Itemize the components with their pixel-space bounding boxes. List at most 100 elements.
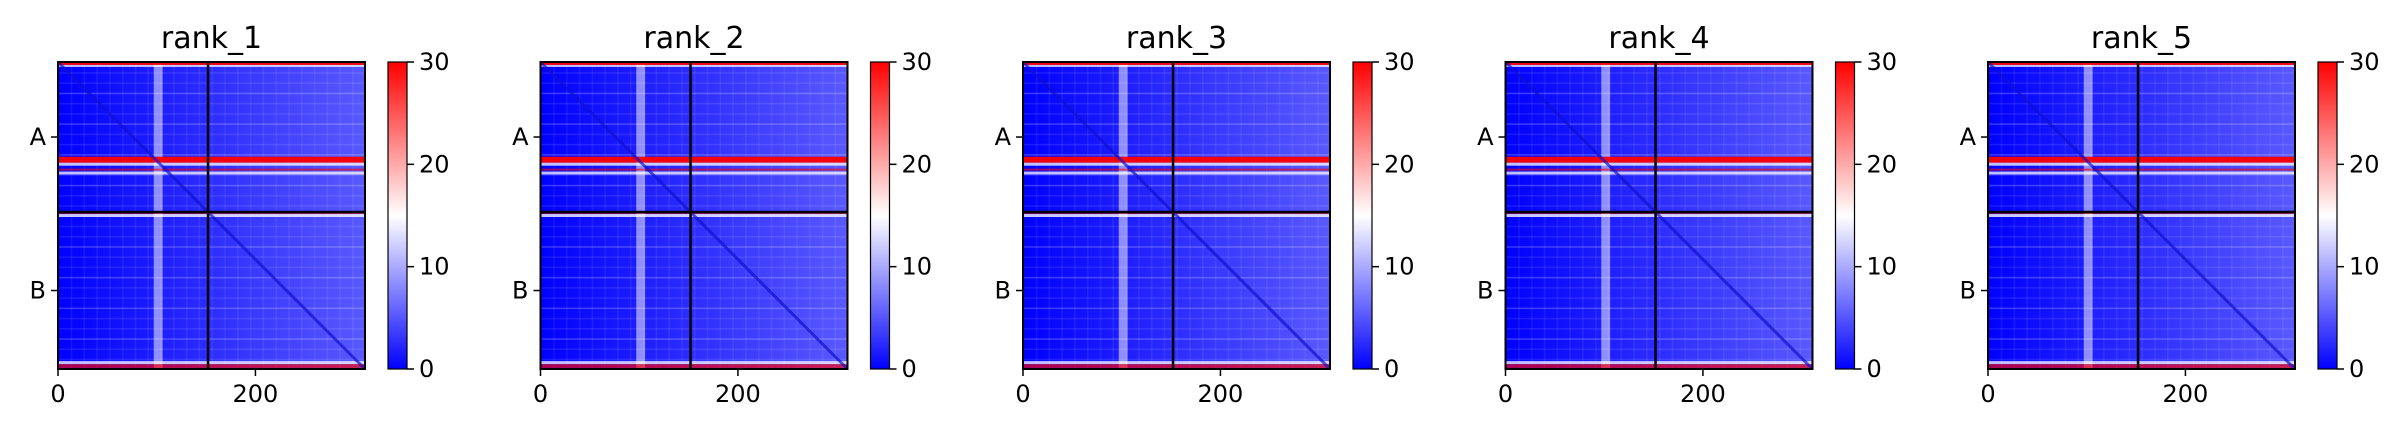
heatmap-high-error-band [540, 364, 848, 369]
heatmap-row-streak [1988, 297, 2295, 299]
heatmap-row-streak [1023, 348, 1330, 351]
heatmap-row-streak [58, 348, 365, 351]
heatmap-row-streak [1023, 276, 1330, 279]
panel-title: rank_1 [161, 21, 262, 56]
panel-title: rank_5 [2091, 21, 2192, 56]
heatmap-mid-error-band [58, 64, 365, 67]
heatmap-row-streak [58, 154, 365, 156]
heatmap-row-streak [1023, 123, 1330, 125]
heatmap-row-streak [1023, 266, 1330, 269]
heatmap-row-streak [1988, 123, 2295, 125]
heatmap-row-streak [1023, 358, 1330, 361]
colorbar-tick-label: 20 [419, 150, 450, 178]
heatmap-row-streak [58, 338, 365, 340]
x-tick-label: 200 [233, 380, 279, 408]
heatmap-row-streak [58, 297, 365, 299]
colorbar-tick-label: 20 [1867, 150, 1898, 178]
heatmap-row-streak [540, 82, 848, 84]
heatmap-mid-error-band [1988, 361, 2295, 365]
heatmap-row-streak [1988, 92, 2295, 95]
heatmap-row-streak [1505, 266, 1813, 269]
heatmap-row-streak [58, 174, 365, 177]
colorbar-tick-label: 10 [419, 253, 450, 281]
heatmap-row-streak [540, 92, 848, 95]
heatmap-row-streak [540, 102, 848, 105]
heatmap-row-streak [1505, 102, 1813, 105]
heatmap-row-streak [1505, 174, 1813, 177]
heatmap-row-streak [58, 133, 365, 136]
heatmap-row-streak [1023, 205, 1330, 207]
heatmap-row-streak [540, 246, 848, 248]
heatmap-row-streak [58, 225, 365, 228]
heatmap-row-streak [1505, 246, 1813, 248]
heatmap-panel-4: rank_4 A B 0 200 0 10 20 30 [1477, 21, 1897, 408]
heatmap-row-streak [1023, 246, 1330, 248]
x-tick-label: 0 [50, 380, 65, 408]
y-tick-label: A [995, 123, 1012, 151]
heatmap-row-streak [1988, 225, 2295, 228]
heatmap-row-streak [58, 102, 365, 105]
colorbar-tick-label: 30 [419, 48, 450, 76]
heatmap-row-streak [58, 358, 365, 361]
colorbar [1834, 61, 1856, 370]
heatmap-high-error-band [1988, 364, 2295, 369]
heatmap-row-streak [1023, 297, 1330, 299]
colorbar-tick-label: 30 [2349, 48, 2380, 76]
heatmap-row-streak [1505, 297, 1813, 299]
heatmap-high-error-band [1023, 156, 1330, 163]
heatmap-row-streak [1023, 235, 1330, 238]
heatmap-row-streak [1023, 72, 1330, 74]
heatmap-mid-error-band [1505, 162, 1813, 166]
heatmap-row-streak [1023, 195, 1330, 197]
heatmap-high-error-band [1505, 364, 1813, 369]
heatmap-panel-2: rank_2 A B 0 200 0 10 20 30 [512, 21, 932, 408]
heatmap-row-streak [1988, 143, 2295, 146]
colorbar [2317, 61, 2338, 370]
colorbar [1352, 61, 1373, 370]
y-tick-label: A [1960, 123, 1977, 151]
heatmap-row-streak [540, 123, 848, 125]
heatmap-mid-error-band [1505, 171, 1813, 175]
heatmap-row-streak [1988, 72, 2295, 74]
heatmap-row-streak [58, 246, 365, 248]
heatmap-row-streak [1023, 133, 1330, 136]
heatmap-row-streak [1023, 82, 1330, 84]
heatmap-row-streak [1023, 102, 1330, 105]
heatmap-row-streak [540, 266, 848, 269]
x-tick-label: 200 [1680, 380, 1726, 408]
heatmap-row-streak [1023, 317, 1330, 320]
y-tick-label: A [30, 123, 47, 151]
heatmap-high-error-band [1023, 364, 1330, 369]
heatmap-row-streak [58, 276, 365, 279]
heatmap-mid-error-band [1023, 171, 1330, 175]
heatmap-row-streak [58, 82, 365, 84]
colorbar-tick-label: 10 [1384, 253, 1415, 281]
heatmap-row-streak [1505, 154, 1813, 156]
heatmap-row-streak [540, 184, 848, 187]
heatmap-row-streak [58, 317, 365, 320]
heatmap-high-error-band [58, 156, 365, 163]
axes-frame [1987, 61, 2296, 370]
panel-title: rank_2 [643, 21, 744, 56]
heatmap-row-streak [1023, 338, 1330, 340]
heatmap-diagonal [1504, 60, 1814, 371]
x-tick-label: 0 [1498, 380, 1513, 408]
heatmap-row-streak [1988, 348, 2295, 351]
colorbar-tick-label: 0 [1384, 355, 1399, 383]
heatmap-diagonal [56, 60, 367, 371]
colorbar-tick-label: 0 [2349, 355, 2364, 383]
heatmap-row-streak [58, 307, 365, 310]
heatmap-row-streak [1505, 92, 1813, 95]
colorbar-tick-label: 10 [2349, 253, 2380, 281]
heatmap-row-streak [1505, 123, 1813, 125]
colorbar-tick-label: 10 [1867, 253, 1898, 281]
panel-title: rank_3 [1126, 21, 1227, 56]
heatmap-row-streak [1505, 358, 1813, 361]
heatmap-row-streak [1505, 276, 1813, 279]
heatmap-row-streak [540, 154, 848, 156]
heatmap-row-streak [540, 307, 848, 310]
heatmap-row-streak [1988, 235, 2295, 238]
heatmap-diagonal [1986, 60, 2297, 371]
heatmap-row-streak [1505, 317, 1813, 320]
heatmap-row-streak [1988, 195, 2295, 197]
